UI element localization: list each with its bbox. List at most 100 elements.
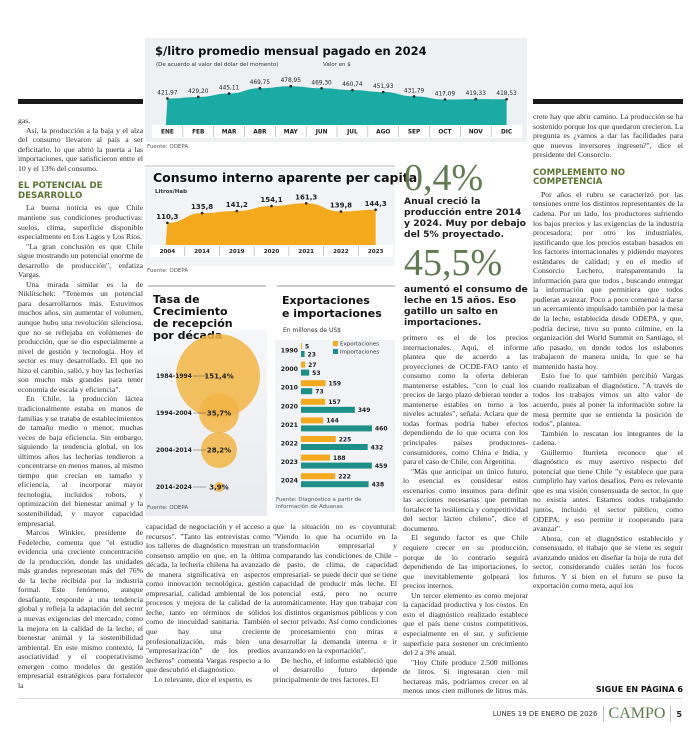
subheading: EL POTENCIAL DE DESARROLLO bbox=[18, 181, 103, 201]
x-tick-label: AGO bbox=[376, 130, 390, 136]
x-tick-label: 2021 bbox=[298, 249, 314, 255]
data-point bbox=[166, 221, 169, 225]
data-label: 139,8 bbox=[330, 202, 352, 210]
bar-exportaciones bbox=[301, 436, 336, 442]
stat-value: 45,5% bbox=[404, 242, 503, 284]
bar-importaciones bbox=[301, 481, 369, 488]
article-column-5: crete hay que abrir camino. La producció… bbox=[533, 112, 683, 591]
data-point bbox=[374, 208, 377, 212]
data-label: 460,74 bbox=[342, 82, 363, 88]
data-label: 141,2 bbox=[226, 201, 248, 209]
data-label: 445,11 bbox=[219, 86, 240, 92]
bar-value: 438 bbox=[372, 482, 385, 489]
bar-value: 23 bbox=[308, 351, 316, 358]
bar-importaciones bbox=[301, 462, 372, 469]
data-label: 431,79 bbox=[404, 88, 425, 94]
area-series bbox=[165, 203, 376, 245]
bar-importaciones bbox=[301, 351, 305, 357]
bar-value: 349 bbox=[358, 407, 371, 414]
consumption-chart-title: Consumo interno aparente per capita bbox=[153, 170, 418, 185]
subheading: COMPLEMENTO NO COMPETENCIA bbox=[533, 167, 626, 188]
divider bbox=[148, 285, 266, 287]
bar-value: 222 bbox=[338, 474, 351, 481]
x-tick-label: SEP bbox=[408, 130, 421, 136]
x-tick-label: 2019 bbox=[229, 249, 245, 255]
bar-value: 27 bbox=[308, 362, 316, 369]
year-label: 2021 bbox=[281, 422, 298, 429]
data-label: 419,33 bbox=[466, 91, 487, 97]
data-point bbox=[339, 210, 343, 213]
data-label: 417,09 bbox=[435, 92, 456, 98]
bubble bbox=[176, 334, 260, 418]
footer-date: LUNES 19 DE ENERO DE 2026 bbox=[492, 710, 598, 718]
stat-value: 0,4% bbox=[404, 157, 484, 199]
data-label: 421,97 bbox=[157, 90, 178, 96]
article-column-1: gas. Así, la producción a la baja y el a… bbox=[18, 116, 143, 690]
x-tick-label: 2014 bbox=[194, 249, 210, 255]
x-tick-label: 2004 bbox=[160, 249, 176, 255]
bar-exportaciones bbox=[301, 343, 302, 349]
x-tick-label: MAY bbox=[284, 130, 299, 136]
bar-exportaciones bbox=[301, 380, 326, 387]
x-tick-label: FEB bbox=[192, 130, 205, 136]
stat-text: aumentó el consumo de leche en 15 años. … bbox=[404, 284, 528, 328]
divider bbox=[602, 706, 604, 722]
trade-chart-source: Fuente: Diagnóstico a partir de informaci… bbox=[276, 497, 362, 510]
continued-link[interactable]: SIGUE EN PÁGINA 6 bbox=[595, 685, 683, 694]
category-label: 2004-2014 bbox=[156, 447, 192, 454]
bar-value: 459 bbox=[375, 463, 388, 470]
year-label: 1990 bbox=[281, 348, 299, 355]
trade-chart-title: Exportaciones e importaciones bbox=[282, 294, 382, 320]
x-tick-label: MAR bbox=[222, 130, 237, 136]
x-tick-label: JUL bbox=[346, 130, 358, 136]
bubble bbox=[201, 432, 237, 468]
data-point bbox=[320, 87, 323, 90]
consumption-chart-unit: Litros/Hab bbox=[155, 189, 188, 195]
year-label: 2024 bbox=[281, 478, 299, 485]
bar-importaciones bbox=[301, 369, 310, 376]
growth-chart-title: Tasa de Crecimiento de recepción por década bbox=[153, 293, 233, 342]
data-point bbox=[196, 95, 200, 99]
category-label: 2014-2024 bbox=[156, 484, 192, 491]
data-label: 144,3 bbox=[365, 200, 387, 208]
data-label: 478,95 bbox=[281, 78, 302, 84]
consumption-chart-source: Fuente: ODEPA bbox=[147, 268, 189, 274]
divider bbox=[145, 165, 395, 167]
value-label: 3,9% bbox=[209, 484, 228, 492]
x-tick-label: NOV bbox=[469, 130, 484, 136]
column-rule bbox=[533, 99, 683, 104]
x-tick-label: 2020 bbox=[264, 249, 280, 255]
bar-value: 157 bbox=[328, 399, 341, 406]
data-label: 451,93 bbox=[373, 84, 394, 90]
price-chart-unit: Valor en $ bbox=[323, 62, 351, 68]
data-point bbox=[443, 98, 447, 101]
data-label: 161,3 bbox=[295, 193, 317, 201]
bar-importaciones bbox=[301, 388, 313, 395]
data-point bbox=[200, 211, 204, 215]
bubble bbox=[199, 393, 239, 433]
bar-exportaciones bbox=[301, 473, 336, 480]
year-label: 2010 bbox=[281, 385, 299, 392]
bar-exportaciones bbox=[301, 398, 326, 405]
data-label: 154,1 bbox=[260, 196, 282, 204]
divider bbox=[670, 706, 672, 722]
x-axis-band bbox=[150, 245, 393, 257]
bar-value: 53 bbox=[312, 370, 320, 377]
data-point bbox=[258, 86, 262, 90]
bar-exportaciones bbox=[301, 417, 324, 424]
legend-label: Importaciones bbox=[340, 350, 379, 356]
price-chart-title: $/litro promedio mensual pagado en 2024 bbox=[155, 44, 427, 58]
x-tick-label: 2022 bbox=[333, 249, 349, 255]
category-label: 1984-1994 bbox=[156, 373, 192, 380]
data-point bbox=[304, 201, 308, 205]
data-point bbox=[505, 97, 508, 101]
data-point bbox=[270, 204, 273, 208]
section-name: CAMPO bbox=[608, 705, 666, 722]
x-tick-label: OCT bbox=[438, 130, 451, 136]
price-chart-subtitle: (De acuerdo al valor del dólar del momen… bbox=[156, 62, 279, 68]
article-column-2: capacidad de negociación y el acceso a r… bbox=[146, 522, 270, 684]
article-column-3: que la situación no es coyuntural: "Vien… bbox=[273, 522, 397, 684]
